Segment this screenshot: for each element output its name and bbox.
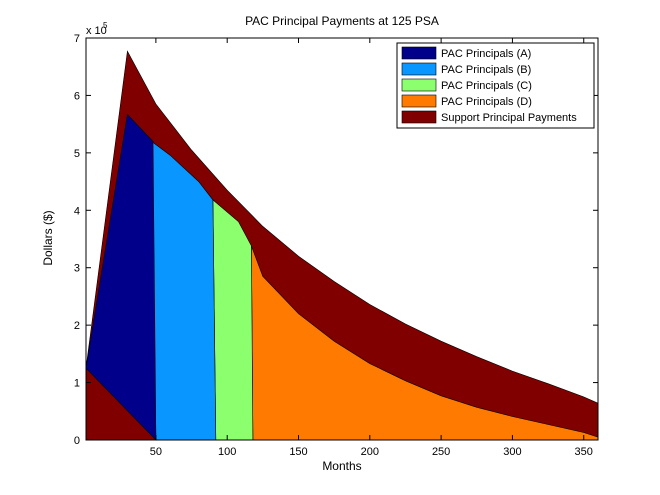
chart-title: PAC Principal Payments at 125 PSA <box>245 14 439 28</box>
y-tick-label: 7 <box>74 33 80 45</box>
legend: PAC Principals (A) PAC Principals (B) PAC … <box>396 42 595 129</box>
plot-areas <box>85 50 599 441</box>
x-tick-label: 150 <box>289 446 307 458</box>
x-tick-label: 250 <box>432 446 450 458</box>
legend-swatch-support-principal-payments <box>401 110 437 124</box>
y-tick-label: 2 <box>74 320 80 332</box>
x-axis-label: Months <box>322 459 361 473</box>
area-pac-principals-a <box>85 113 157 441</box>
x-tick-label: 50 <box>150 446 162 458</box>
legend-swatch-pac-principals-b <box>401 62 437 76</box>
y-axis-label: Dollars ($) <box>41 210 55 265</box>
y-exponent-power: 5 <box>103 21 108 30</box>
legend-label-pac-principals-c: PAC Principals (C) <box>441 80 532 92</box>
y-tick-label: 3 <box>74 263 80 275</box>
y-tick-label: 4 <box>74 205 80 217</box>
legend-label-pac-principals-b: PAC Principals (B) <box>441 64 531 76</box>
y-tick-label: 1 <box>74 378 80 390</box>
x-tick-label: 300 <box>503 446 521 458</box>
y-tick-label: 0 <box>74 435 80 447</box>
axes <box>85 37 599 441</box>
y-exponent-base: x 10 <box>86 25 107 37</box>
x-tick-label: 350 <box>575 446 593 458</box>
tick-labels: 50 100 150 200 250 300 350 0 1 2 3 4 5 6 7 <box>74 33 598 458</box>
legend-label-support-principal-payments: Support Principal Payments <box>441 112 577 124</box>
axes-box <box>85 37 599 441</box>
legend-swatch-pac-principals-c <box>401 78 437 92</box>
y-tick-label: 6 <box>74 90 80 102</box>
x-tick-label: 200 <box>361 446 379 458</box>
x-tick-label: 100 <box>218 446 236 458</box>
y-tick-label: 5 <box>74 148 80 160</box>
legend-label-pac-principals-a: PAC Principals (A) <box>441 48 531 60</box>
legend-label-pac-principals-d: PAC Principals (D) <box>441 96 532 108</box>
legend-swatch-pac-principals-d <box>401 94 437 108</box>
legend-swatch-pac-principals-a <box>401 46 437 60</box>
